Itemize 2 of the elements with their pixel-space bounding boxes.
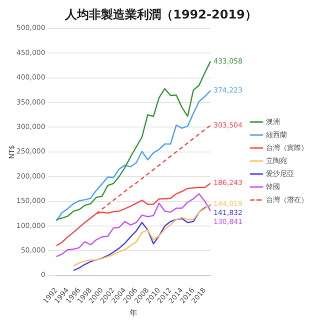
x-axis-title: 年 bbox=[129, 308, 138, 318]
chart-title: 人均非製造業利潤（1992-2019） bbox=[64, 7, 257, 22]
